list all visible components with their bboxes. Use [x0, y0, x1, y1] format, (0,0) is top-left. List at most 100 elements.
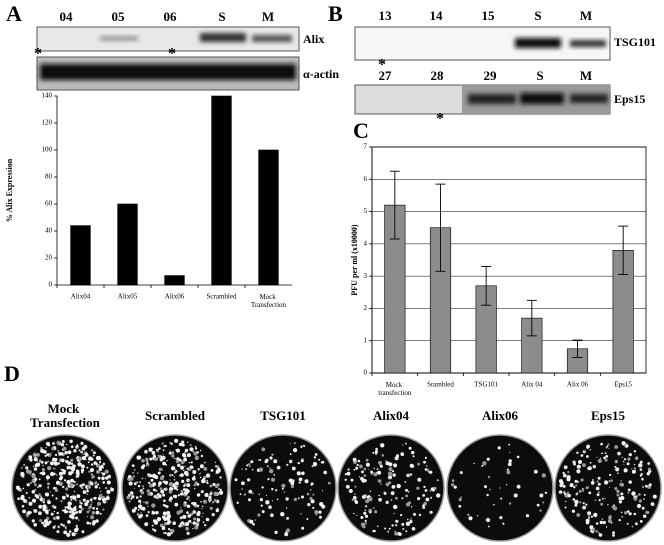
plaque: [105, 496, 110, 501]
plaque: [144, 449, 148, 454]
plaque: [97, 504, 100, 507]
plaque: [212, 501, 215, 504]
plaque: [571, 509, 576, 513]
plaque: [66, 451, 68, 453]
plaque: [77, 462, 82, 467]
plaque: [146, 462, 149, 464]
plaque: [53, 461, 58, 465]
plaque: [61, 468, 65, 472]
plaque: [400, 513, 403, 517]
plaque: [206, 481, 209, 484]
plaque: [63, 479, 67, 482]
plaque: [476, 515, 479, 517]
plaque: [261, 447, 266, 452]
plaque: [404, 480, 407, 484]
plaque: [460, 496, 462, 498]
plaque: [138, 481, 142, 484]
plaque: [90, 481, 94, 486]
plaque: [63, 530, 68, 535]
plaque: [187, 514, 191, 518]
plaque: [88, 505, 93, 509]
plaque: [208, 498, 211, 501]
plaque: [596, 480, 599, 483]
plaque: [26, 483, 30, 487]
plaque: [634, 469, 636, 472]
plaque: [163, 488, 166, 491]
plaque: [89, 510, 91, 512]
plaque: [196, 505, 199, 508]
y-tick-label: 40: [45, 227, 53, 235]
plaque: [352, 457, 357, 462]
plaque: [46, 516, 50, 521]
plaque: [81, 456, 87, 461]
plaque: [78, 456, 83, 461]
plaque: [597, 458, 602, 464]
plaque: [204, 492, 209, 498]
plaque: [110, 487, 114, 492]
plaque: [168, 451, 172, 455]
plaque: [52, 516, 57, 520]
plaque: [192, 528, 194, 530]
plaque: [183, 457, 188, 462]
plaque: [162, 504, 166, 507]
plaque: [171, 454, 175, 458]
x-tick-label: TSG101: [474, 381, 498, 389]
plaque: [217, 467, 221, 472]
plaque: [86, 499, 90, 504]
plaque: [31, 474, 36, 479]
plaque: [86, 466, 89, 469]
lane-label: S: [218, 9, 225, 24]
lane-label: S: [534, 8, 541, 23]
plaque: [451, 483, 455, 487]
lane-label: 15: [482, 8, 496, 23]
plaque: [289, 459, 293, 464]
plaque: [193, 517, 197, 521]
plaque: [573, 486, 576, 489]
plaque: [294, 442, 296, 444]
plaque: [280, 512, 285, 517]
plaque: [45, 446, 48, 449]
plaque: [193, 488, 196, 490]
lane-label: M: [580, 8, 592, 23]
plaque: [199, 476, 202, 479]
plaque: [28, 497, 31, 499]
plaque: [391, 485, 396, 489]
plaque: [72, 495, 77, 500]
plaque: [283, 491, 286, 493]
plaque: [394, 456, 399, 461]
plaque: [184, 465, 186, 467]
plaque: [355, 466, 359, 470]
plaque: [61, 495, 66, 500]
plaque: [59, 481, 63, 485]
plaque: [143, 501, 145, 503]
plaque: [633, 497, 638, 501]
plaque: [42, 464, 44, 467]
plaque: [586, 455, 589, 458]
plaque: [181, 468, 184, 470]
plaque: [310, 489, 312, 491]
plaque: [96, 469, 101, 474]
plaque: [71, 515, 75, 520]
plaque: [300, 459, 304, 463]
plaque: [165, 487, 168, 490]
plaque: [149, 457, 153, 461]
plaque: [576, 480, 579, 483]
plaque: [621, 456, 623, 458]
y-tick-label: 6: [364, 175, 368, 183]
plaque: [402, 444, 404, 446]
plaque: [50, 461, 54, 466]
plaque: [261, 486, 264, 489]
plaque: [257, 459, 260, 461]
plaque: [357, 459, 361, 463]
plaque: [170, 532, 173, 535]
plaque: [174, 481, 179, 486]
plaque: [589, 525, 594, 530]
plaque: [88, 456, 93, 461]
plaque: [628, 453, 632, 457]
plaque: [151, 511, 156, 515]
plaque: [251, 492, 254, 495]
plaque: [286, 507, 288, 509]
plaque: [185, 488, 189, 492]
plaque: [468, 516, 473, 521]
plaque: [194, 455, 199, 461]
